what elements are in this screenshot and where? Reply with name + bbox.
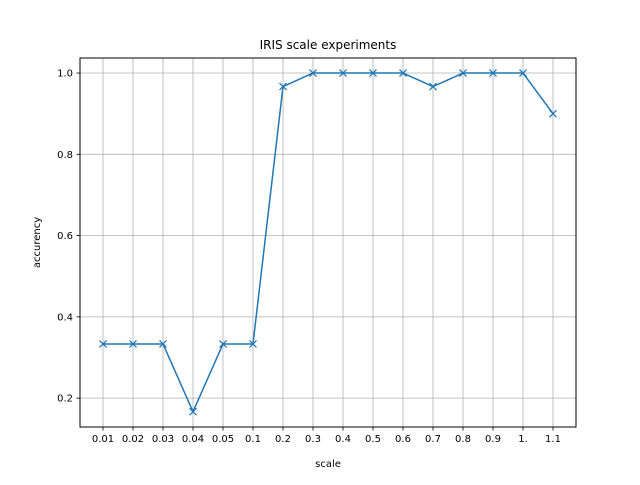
x-axis-label: scale [315,459,341,470]
x-tick-label: 1.1 [545,434,561,445]
marker-stroke [369,69,377,77]
x-tick-label: 0.9 [485,434,501,445]
x-tick-label: 0.03 [152,434,174,445]
axis-ticks: 0.01 0.02 0.03 0.04 0.05 0.1 0.2 0.3 0.4 0.5 0.6 0.… [57,69,561,445]
x-tick-label: 0.01 [92,434,114,445]
data-point-marker [129,340,137,348]
x-tick-label: 0.4 [335,434,351,445]
data-point-marker [309,69,317,77]
x-tick-label: 0.02 [122,434,144,445]
marker-stroke [309,69,317,77]
data-point-marker [369,69,377,77]
marker-stroke [279,82,287,91]
marker-stroke [159,340,167,348]
x-tick-label: 0.05 [212,434,234,445]
data-point-marker [519,69,527,77]
x-tick-label: 0.7 [425,434,441,445]
plot-area-frame [79,57,577,428]
x-tick-label: 0.3 [305,434,321,445]
marker-stroke [219,340,227,348]
x-tick-label: 0.8 [455,434,471,445]
data-point-marker [489,69,497,77]
data-series [99,69,557,416]
marker-stroke [129,340,137,348]
y-tick-label: 0.2 [57,394,73,405]
marker-stroke [399,69,407,77]
marker-stroke [189,407,197,416]
marker-stroke [459,69,467,77]
y-tick-label: 0.6 [57,231,73,242]
marker-stroke [489,69,497,77]
marker-stroke [549,109,557,118]
chart-title: IRIS scale experiments [260,38,397,52]
marker-stroke [249,340,257,348]
data-point-marker [189,407,197,416]
data-point-marker [429,82,437,91]
grid-lines [80,58,576,427]
data-point-marker [549,109,557,118]
y-tick-label: 1.0 [57,69,73,80]
data-point-marker [249,340,257,348]
y-axis-label: accurency [32,217,43,268]
data-point-marker [279,82,287,91]
data-point-marker [219,340,227,348]
data-point-marker [339,69,347,77]
series-line [103,72,554,413]
marker-stroke [429,82,437,91]
y-tick-label: 0.8 [57,150,73,161]
marker-stroke [99,340,107,348]
x-tick-label: 0.04 [182,434,204,445]
marker-stroke [339,69,347,77]
data-point-marker [459,69,467,77]
marker-stroke [519,69,527,77]
x-tick-label: 0.5 [365,434,381,445]
data-point-marker [399,69,407,77]
x-tick-label: 0.6 [395,434,411,445]
x-tick-label: 0.1 [245,434,261,445]
data-point-marker [99,340,107,348]
y-tick-label: 0.4 [57,312,73,323]
x-tick-label: 1. [518,434,528,445]
data-point-marker [159,340,167,348]
x-tick-label: 0.2 [275,434,291,445]
